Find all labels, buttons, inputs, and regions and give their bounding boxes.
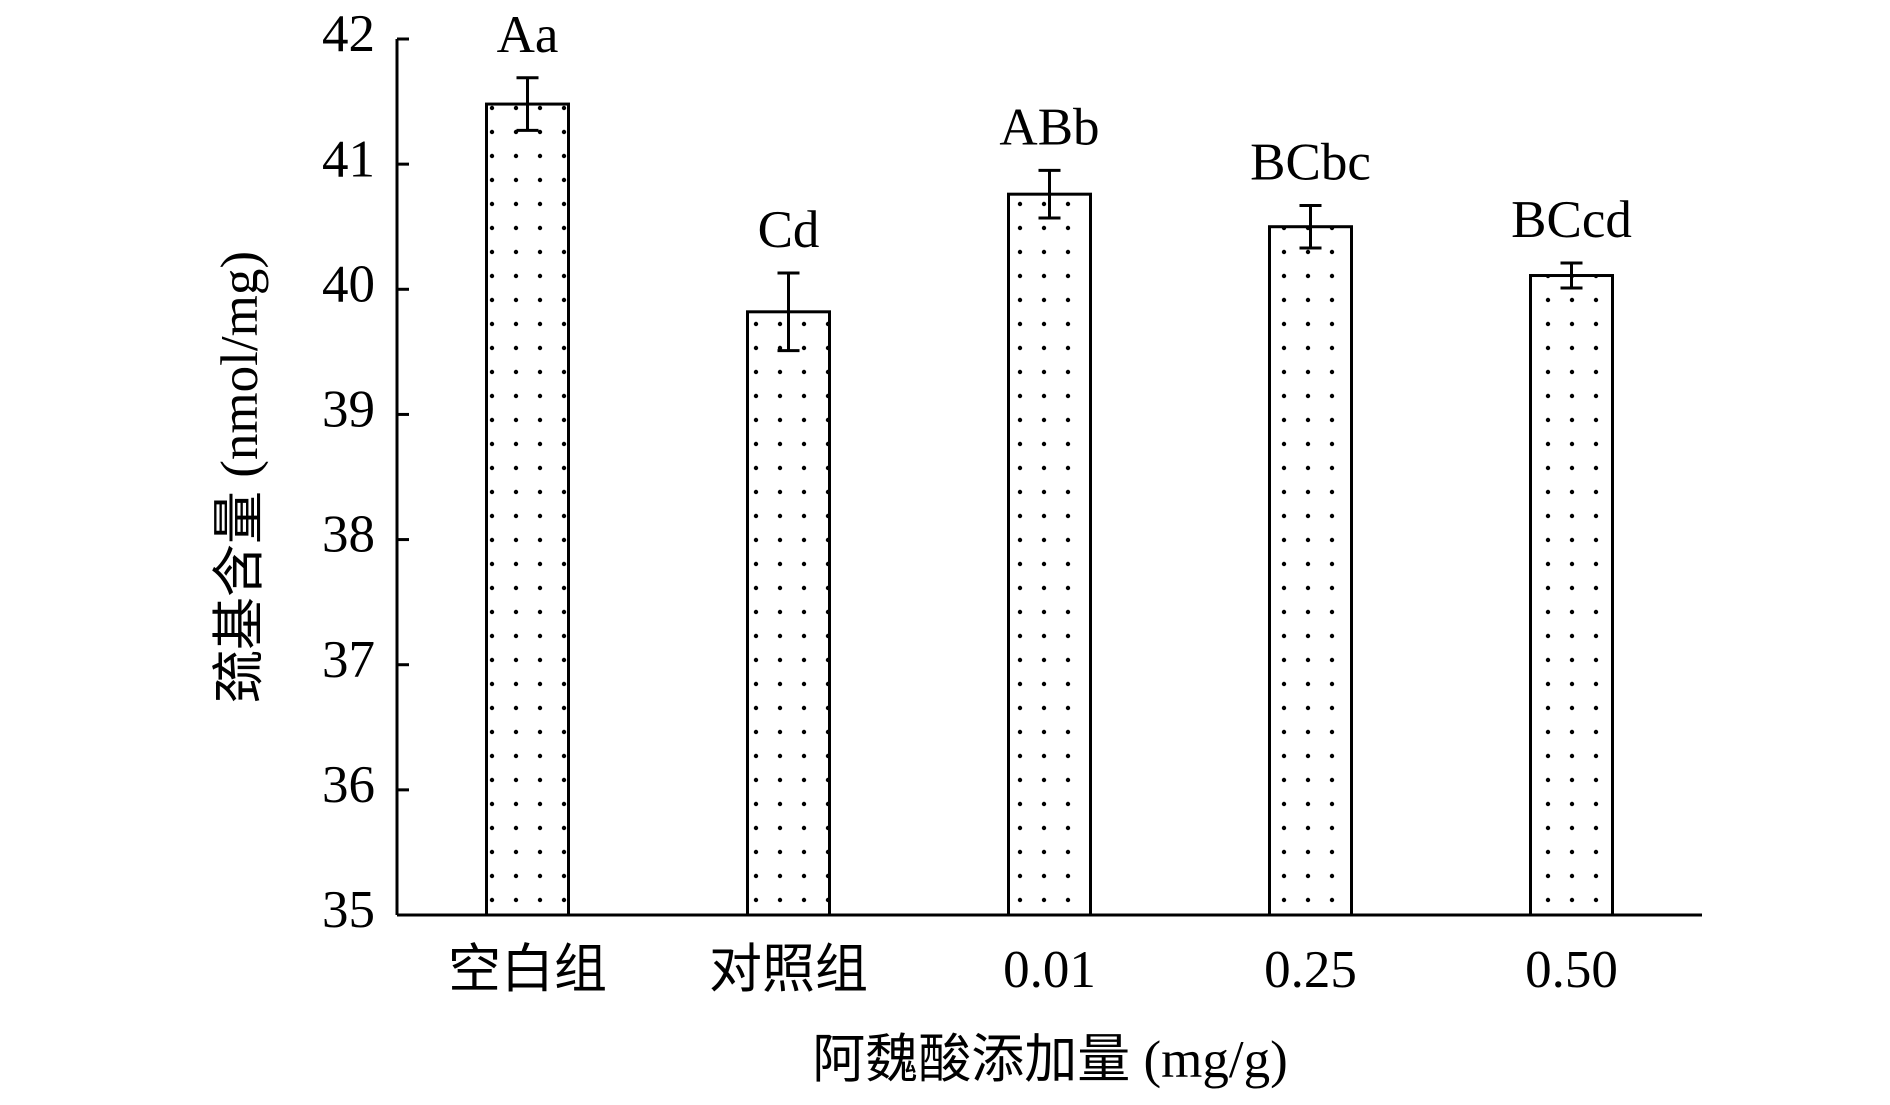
error-bar xyxy=(516,76,539,132)
y-tick-label: 38 xyxy=(322,506,375,564)
bar xyxy=(1268,225,1353,917)
x-tick-label: 对照组 xyxy=(709,941,868,999)
bar-annotation: Cd xyxy=(758,201,820,259)
bar-annotation: ABb xyxy=(999,99,1099,157)
bar xyxy=(746,310,831,917)
y-tick-label: 40 xyxy=(322,255,375,313)
y-tick-label: 36 xyxy=(322,756,375,814)
x-axis-title: 阿魏酸添加量 (mg/g) xyxy=(812,1031,1288,1089)
x-tick-label: 空白组 xyxy=(448,941,607,999)
bar xyxy=(1529,274,1614,917)
y-tick-label: 39 xyxy=(322,381,375,439)
error-bar xyxy=(1560,261,1583,290)
error-bar xyxy=(1299,203,1322,250)
y-tick-label: 41 xyxy=(322,130,375,188)
y-tick-label: 37 xyxy=(322,631,375,689)
bar xyxy=(1007,192,1092,917)
y-tick-label: 35 xyxy=(322,881,375,939)
bar-annotation: BCcd xyxy=(1511,191,1632,249)
bar-annotation: BCbc xyxy=(1250,134,1371,192)
y-axis-title: 巯基含量 (nmol/mg) xyxy=(211,251,269,703)
y-tick-label: 42 xyxy=(322,5,375,63)
x-tick-label: 0.25 xyxy=(1264,941,1357,999)
x-tick-label: 0.01 xyxy=(1003,941,1096,999)
x-tick-label: 0.50 xyxy=(1525,941,1618,999)
error-bar xyxy=(1038,168,1061,220)
bar-annotation: Aa xyxy=(497,6,559,64)
error-bar xyxy=(777,271,800,353)
bar xyxy=(485,102,570,917)
